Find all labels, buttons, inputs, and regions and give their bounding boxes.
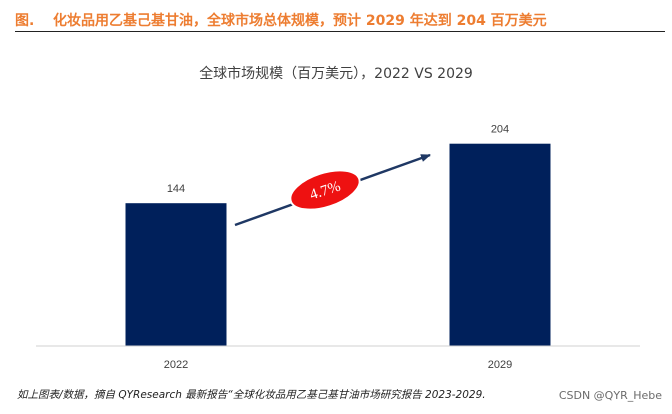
figure-header: 图. 化妆品用乙基己基甘油，全球市场总体规模，预计 2029 年达到 204 百… bbox=[15, 9, 665, 32]
chart-title: 全球市场规模（百万美元），2022 VS 2029 bbox=[199, 66, 473, 82]
bar-2029 bbox=[449, 143, 551, 346]
footer-source: 如上图表/数据，摘自 QYResearch 最新报告“全球化妆品用乙基己基甘油市… bbox=[17, 389, 486, 401]
cagr-badge-ellipse bbox=[289, 169, 361, 211]
x-tick-label-2022: 2022 bbox=[164, 359, 188, 371]
cagr-badge: 4.7% bbox=[289, 169, 361, 211]
bar-2022 bbox=[125, 203, 227, 346]
watermark: CSDN @QYR_Hebe bbox=[558, 389, 662, 402]
data-label-2029: 204 bbox=[491, 124, 509, 136]
bars-layer: 144 2022 204 2029 bbox=[125, 124, 551, 371]
figure-label: 图. bbox=[15, 13, 35, 29]
data-label-2022: 144 bbox=[167, 183, 185, 195]
x-tick-label-2029: 2029 bbox=[488, 359, 512, 371]
figure-title: 化妆品用乙基己基甘油，全球市场总体规模，预计 2029 年达到 204 百万美元 bbox=[53, 13, 547, 29]
